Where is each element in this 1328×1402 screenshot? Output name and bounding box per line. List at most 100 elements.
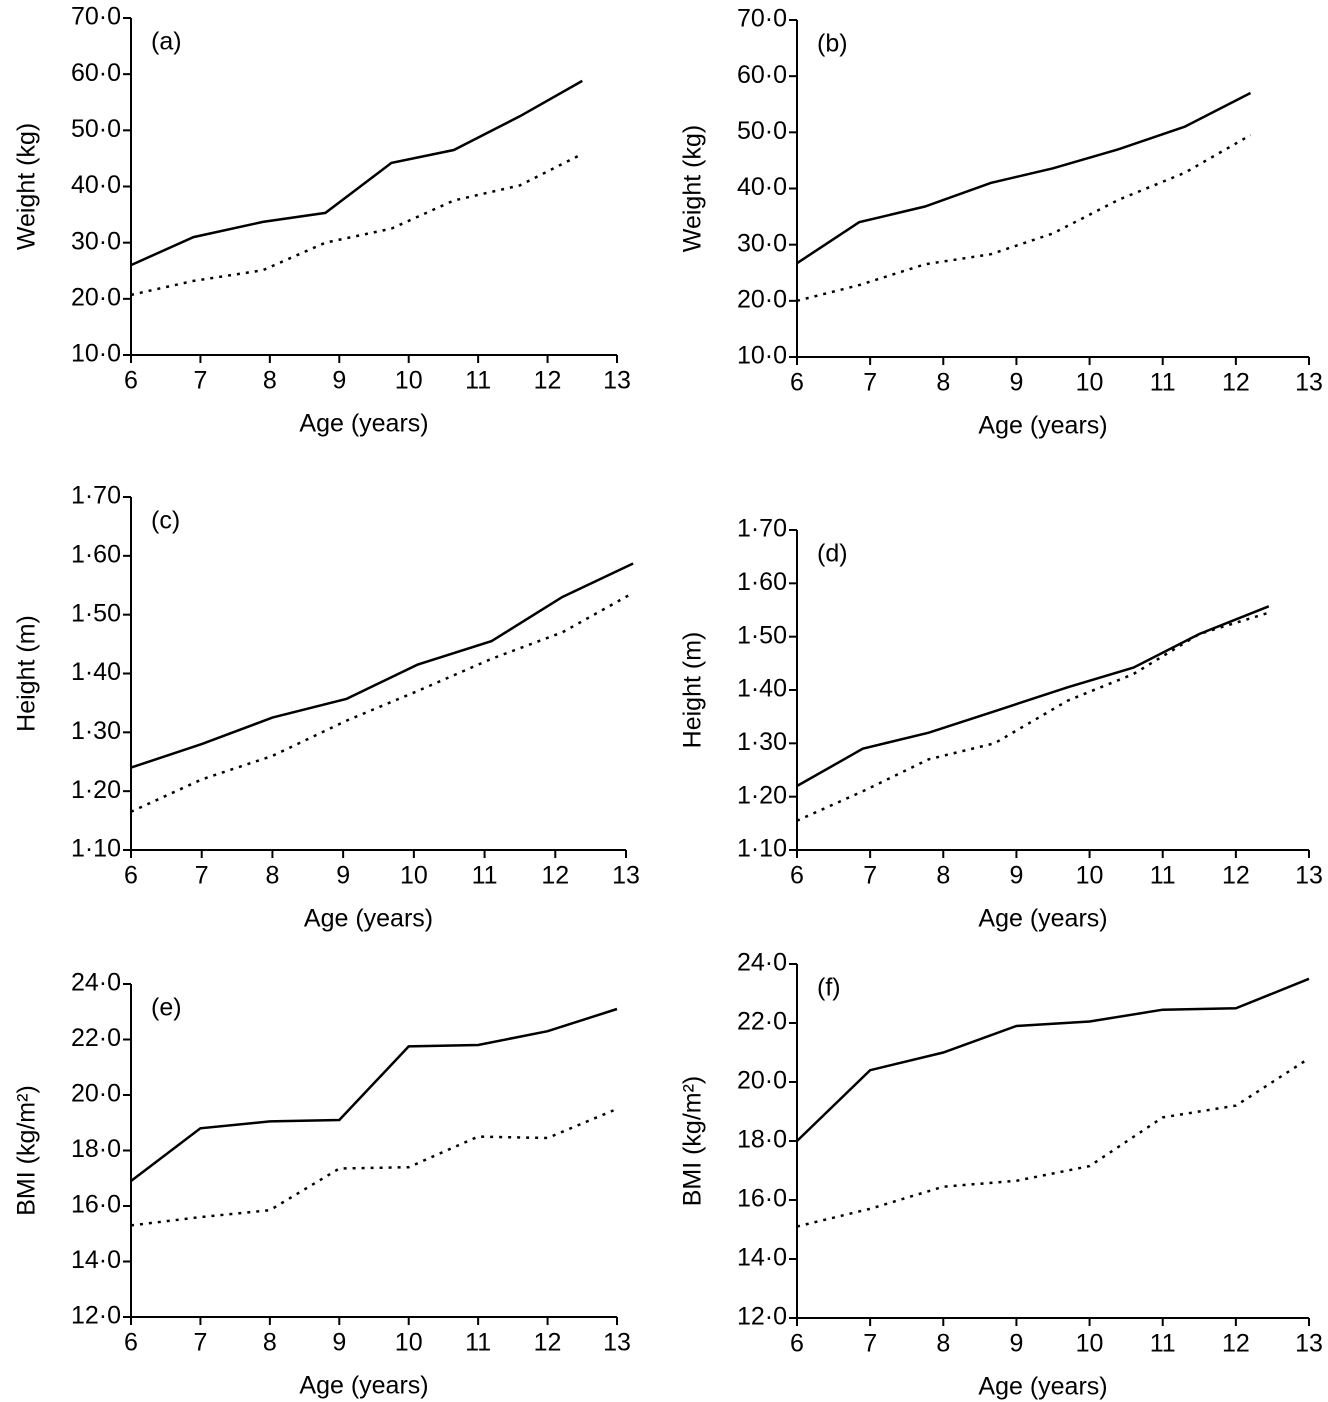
- y-tick-label: 18·0: [737, 1126, 787, 1154]
- panel: 10·0 20·0 30·0 40·0 50·0 60·0 70·0 6 7 8 9 10 11 12 13…: [679, 5, 1323, 440]
- x-tick-label: 11: [1150, 1330, 1176, 1358]
- y-tick-label: 1·50: [737, 621, 787, 649]
- y-tick-label: 20·0: [737, 1067, 787, 1095]
- panel: 1·10 1·20 1·30 1·40 1·50 1·60 1·70 6 7 8 9 10 11 12 13…: [679, 515, 1323, 933]
- y-tick-label: 16·0: [737, 1185, 787, 1213]
- y-tick-label: 40·0: [71, 171, 121, 199]
- x-axis-title: Age (years): [978, 1373, 1107, 1401]
- data-line: [130, 1007, 618, 1182]
- x-tick-label: 6: [790, 1330, 804, 1358]
- data-line: [130, 152, 583, 297]
- y-tick-label: 30·0: [71, 227, 121, 255]
- x-tick-label: 8: [936, 862, 950, 890]
- x-tick-label: 10: [1076, 369, 1104, 397]
- x-axis-title: Age (years): [978, 905, 1107, 933]
- x-tick-label: 7: [863, 369, 877, 397]
- x-tick-label: 13: [1295, 1330, 1323, 1358]
- panel-label: (a): [151, 28, 182, 56]
- y-axis-title: BMI (kg/m²): [13, 1085, 41, 1216]
- x-tick-label: 9: [1009, 1330, 1023, 1358]
- y-tick-label: 1·30: [71, 717, 121, 745]
- x-tick-label: 12: [541, 862, 569, 890]
- data-line: [796, 977, 1310, 1142]
- data-line: [130, 591, 634, 813]
- y-tick-label: 1·20: [737, 781, 787, 809]
- y-axis-title: Height (m): [679, 632, 707, 749]
- x-tick-label: 8: [263, 1329, 277, 1357]
- axis-line: [130, 18, 617, 356]
- x-tick-label: 11: [472, 862, 498, 890]
- x-tick-label: 12: [1222, 862, 1250, 890]
- x-tick-label: 8: [265, 862, 279, 890]
- y-tick-label: 1·60: [71, 540, 121, 568]
- axis-line: [130, 984, 617, 1318]
- data-line: [796, 1057, 1310, 1228]
- panel-label: (e): [151, 994, 182, 1022]
- x-tick-label: 11: [1150, 862, 1176, 890]
- data-line: [796, 134, 1252, 303]
- x-tick-label: 7: [193, 367, 207, 395]
- data-line: [796, 91, 1252, 265]
- panel-label: (d): [817, 540, 848, 568]
- y-tick-label: 20·0: [737, 285, 787, 313]
- x-tick-label: 11: [465, 1329, 491, 1357]
- y-tick-label: 50·0: [71, 115, 121, 143]
- y-tick-label: 14·0: [737, 1244, 787, 1272]
- y-tick-label: 12·0: [71, 1302, 121, 1330]
- y-tick-label: 18·0: [71, 1135, 121, 1163]
- x-tick-label: 10: [395, 367, 423, 395]
- x-tick-label: 8: [936, 1330, 950, 1358]
- y-tick-label: 16·0: [71, 1191, 121, 1219]
- x-tick-label: 9: [1009, 369, 1023, 397]
- data-line: [130, 1107, 618, 1227]
- data-line: [130, 562, 634, 769]
- x-tick-label: 7: [863, 1330, 877, 1358]
- data-line: [130, 79, 583, 267]
- axis-line: [796, 530, 1309, 851]
- x-tick-label: 10: [400, 862, 428, 890]
- axis-line: [796, 964, 1309, 1319]
- y-tick-label: 1·40: [71, 658, 121, 686]
- y-axis-title: Height (m): [13, 615, 41, 732]
- y-tick-label: 60·0: [737, 61, 787, 89]
- x-tick-label: 6: [790, 369, 804, 397]
- x-axis-title: Age (years): [978, 412, 1107, 440]
- x-tick-label: 9: [336, 862, 350, 890]
- y-tick-label: 1·40: [737, 675, 787, 703]
- axis-line: [796, 20, 1309, 358]
- data-line: [796, 611, 1270, 822]
- y-tick-label: 1·50: [71, 599, 121, 627]
- x-tick-label: 6: [124, 1329, 138, 1357]
- y-tick-label: 70·0: [737, 5, 787, 33]
- x-tick-label: 13: [1295, 862, 1323, 890]
- y-tick-label: 1·10: [71, 835, 121, 863]
- x-tick-label: 9: [332, 367, 346, 395]
- x-tick-label: 7: [195, 862, 209, 890]
- x-tick-label: 11: [465, 367, 491, 395]
- panel: 1·10 1·20 1·30 1·40 1·50 1·60 1·70 6 7 8 9 10 11 12 13…: [13, 482, 640, 933]
- x-tick-label: 10: [395, 1329, 423, 1357]
- y-tick-label: 40·0: [737, 173, 787, 201]
- x-tick-label: 6: [124, 862, 138, 890]
- x-tick-label: 10: [1076, 1330, 1104, 1358]
- y-tick-label: 50·0: [737, 117, 787, 145]
- x-tick-label: 13: [1295, 369, 1323, 397]
- panel-label: (b): [817, 30, 848, 58]
- panel: 12·0 14·0 16·0 18·0 20·0 22·0 24·0 6 7 8 9 10 11 12 13…: [679, 949, 1323, 1401]
- x-tick-label: 12: [1222, 369, 1250, 397]
- x-tick-label: 9: [332, 1329, 346, 1357]
- x-tick-label: 13: [603, 1329, 631, 1357]
- y-tick-label: 22·0: [71, 1024, 121, 1052]
- y-tick-label: 1·60: [737, 568, 787, 596]
- y-tick-label: 10·0: [737, 342, 787, 370]
- panel-label: (c): [151, 507, 180, 535]
- panel: 10·0 20·0 30·0 40·0 50·0 60·0 70·0 6 7 8 9 10 11 12 13…: [13, 3, 631, 438]
- x-tick-label: 9: [1009, 862, 1023, 890]
- y-axis-title: Weight (kg): [679, 125, 707, 252]
- x-tick-label: 6: [124, 367, 138, 395]
- y-tick-label: 1·70: [737, 515, 787, 543]
- x-tick-label: 12: [534, 367, 562, 395]
- x-tick-label: 12: [1222, 1330, 1250, 1358]
